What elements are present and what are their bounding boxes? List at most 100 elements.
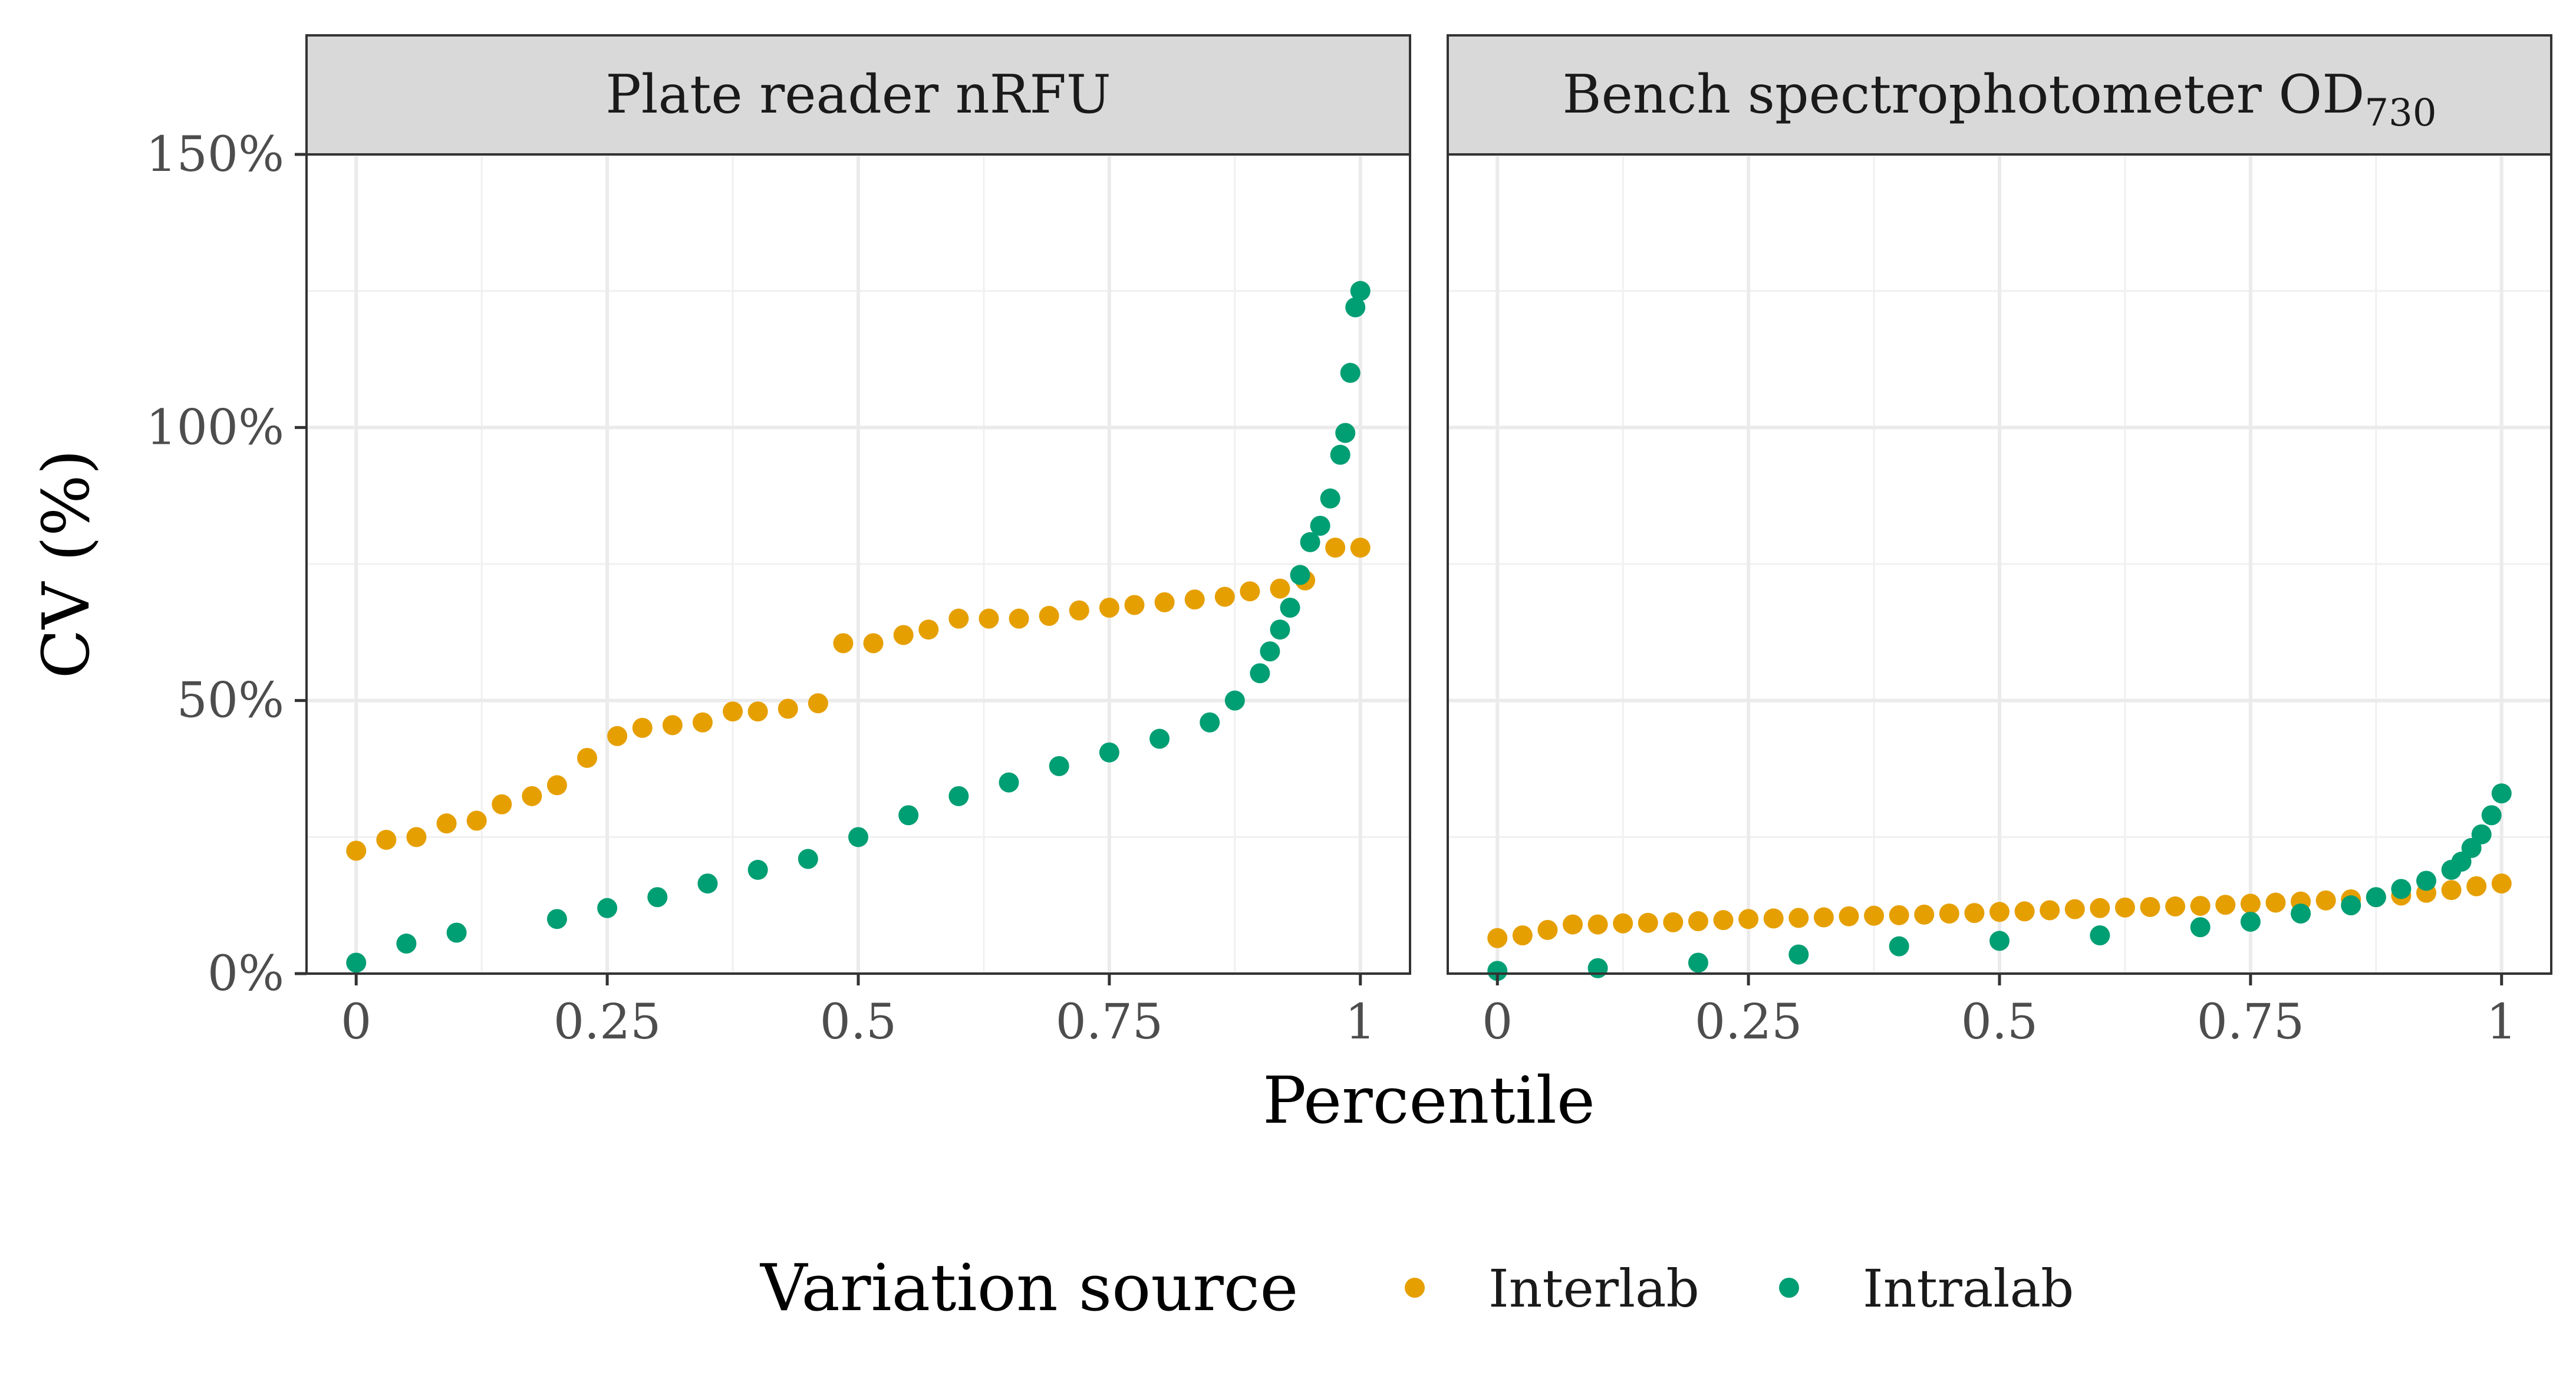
data-point-interlab: [1889, 905, 1909, 925]
data-point-interlab: [1039, 606, 1059, 626]
data-point-intralab: [2416, 870, 2436, 891]
data-point-interlab: [1099, 598, 1119, 618]
data-point-interlab: [1069, 600, 1089, 621]
x-tick-label: 0.75: [1056, 994, 1164, 1050]
data-point-interlab: [1487, 928, 1508, 948]
data-point-interlab: [1325, 537, 1346, 558]
data-point-interlab: [747, 701, 768, 722]
data-point-interlab: [723, 701, 743, 722]
data-point-intralab: [747, 859, 768, 880]
data-point-intralab: [898, 805, 919, 826]
data-point-interlab: [893, 625, 914, 645]
data-point-intralab: [2471, 824, 2492, 845]
data-point-intralab: [999, 772, 1019, 793]
data-point-intralab: [2341, 895, 2361, 916]
data-point-intralab: [1889, 936, 1909, 957]
data-point-interlab: [2114, 897, 2135, 918]
data-point-interlab: [1537, 919, 1558, 940]
data-point-interlab: [1813, 907, 1834, 928]
data-point-intralab: [1335, 423, 1356, 443]
data-point-interlab: [1713, 910, 1734, 931]
facet-strip: [305, 34, 1411, 156]
data-point-intralab: [2090, 925, 2110, 946]
data-point-interlab: [376, 829, 397, 850]
data-point-intralab: [1224, 690, 1245, 711]
data-point-interlab: [632, 718, 653, 738]
facet-strip-title-text: Plate reader nRFU: [605, 64, 1111, 126]
legend-label-interlab: Interlab: [1488, 1258, 1699, 1319]
x-axis-title: Percentile: [1263, 1063, 1595, 1138]
facet-strip-title: Bench spectrophotometer OD730: [1562, 64, 2436, 135]
data-point-intralab: [1280, 598, 1300, 618]
x-tick-label: 0.5: [1961, 994, 2038, 1050]
y-tick-label: 150%: [146, 127, 284, 183]
legend-key-intralab: [1779, 1278, 1799, 1298]
data-point-interlab: [2014, 901, 2035, 922]
data-point-interlab: [2090, 898, 2110, 918]
data-point-intralab: [1310, 516, 1330, 536]
legend-label-intralab: Intralab: [1863, 1258, 2074, 1319]
data-point-interlab: [2466, 876, 2487, 896]
data-point-interlab: [1763, 908, 1784, 929]
data-point-interlab: [1989, 902, 2010, 922]
data-point-intralab: [1320, 488, 1340, 509]
data-point-interlab: [2064, 899, 2085, 919]
data-point-interlab: [1788, 908, 1809, 928]
data-point-intralab: [2491, 783, 2512, 804]
data-point-interlab: [1214, 586, 1235, 607]
data-point-interlab: [546, 775, 567, 796]
data-point-intralab: [1487, 961, 1508, 981]
x-tick-label: 0.75: [2197, 994, 2305, 1050]
x-tick-label: 0.5: [820, 994, 897, 1050]
data-point-interlab: [662, 715, 683, 736]
data-point-interlab: [1638, 912, 1658, 933]
data-point-intralab: [1330, 444, 1350, 465]
data-point-interlab: [2315, 890, 2336, 911]
data-point-intralab: [1200, 712, 1220, 733]
data-point-interlab: [1964, 903, 1985, 924]
legend-title: Variation source: [759, 1250, 1299, 1325]
data-point-interlab: [1184, 589, 1205, 610]
data-point-interlab: [918, 619, 939, 640]
data-point-intralab: [1340, 362, 1361, 383]
data-point-intralab: [346, 952, 367, 973]
data-point-intralab: [1788, 944, 1809, 965]
facet-strip-title: Plate reader nRFU: [605, 64, 1111, 126]
data-point-interlab: [1240, 581, 1260, 602]
data-point-intralab: [2366, 887, 2386, 908]
data-point-interlab: [607, 725, 628, 746]
data-point-intralab: [2240, 911, 2261, 932]
data-point-interlab: [1663, 912, 1684, 932]
data-point-interlab: [863, 633, 884, 654]
data-point-intralab: [1099, 742, 1119, 763]
data-point-intralab: [2190, 917, 2211, 938]
data-point-interlab: [1688, 911, 1708, 932]
data-point-intralab: [396, 934, 417, 954]
data-point-intralab: [1270, 619, 1290, 640]
data-point-interlab: [1613, 913, 1633, 934]
data-point-interlab: [1738, 909, 1759, 929]
data-point-interlab: [522, 786, 542, 806]
data-point-interlab: [692, 712, 713, 733]
data-point-interlab: [2165, 896, 2186, 917]
data-point-interlab: [2265, 892, 2286, 913]
data-point-interlab: [1914, 904, 1935, 925]
data-point-interlab: [1864, 905, 1885, 926]
x-tick-label: 0: [1482, 994, 1513, 1050]
data-point-intralab: [1350, 281, 1371, 301]
data-point-interlab: [1839, 906, 1859, 926]
data-point-interlab: [406, 827, 427, 847]
data-point-interlab: [492, 794, 512, 814]
data-point-intralab: [1300, 532, 1320, 552]
data-point-interlab: [1124, 595, 1145, 615]
data-point-intralab: [948, 786, 969, 806]
x-tick-label: 0.25: [1695, 994, 1803, 1050]
data-point-intralab: [1290, 565, 1310, 585]
data-point-interlab: [1350, 537, 1371, 558]
data-point-interlab: [808, 693, 828, 714]
data-point-intralab: [446, 922, 467, 943]
data-point-intralab: [1345, 297, 1366, 318]
data-point-intralab: [798, 849, 818, 869]
data-point-intralab: [1989, 931, 2010, 951]
